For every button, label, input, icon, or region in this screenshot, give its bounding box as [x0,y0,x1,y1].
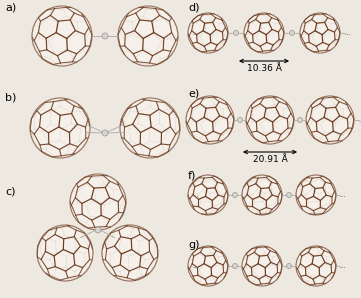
Circle shape [95,227,101,233]
Circle shape [234,30,239,35]
Circle shape [232,263,238,268]
Text: ...: ... [340,192,346,198]
Circle shape [232,193,238,198]
Circle shape [306,96,354,144]
Text: ...: ... [358,117,361,123]
Circle shape [238,117,243,122]
Text: ...: ... [193,263,199,269]
Circle shape [242,175,282,215]
Text: f): f) [188,170,196,180]
Circle shape [37,225,93,281]
Circle shape [120,98,180,158]
Circle shape [32,6,92,66]
Text: ...: ... [340,263,346,269]
Text: ...: ... [345,30,351,36]
Circle shape [188,13,228,53]
Circle shape [287,193,291,198]
Text: ...: ... [193,117,199,123]
Circle shape [296,175,336,215]
Circle shape [296,246,336,286]
Text: a): a) [5,3,16,13]
Text: 20.91 Å: 20.91 Å [253,155,287,164]
Circle shape [188,175,228,215]
Circle shape [30,98,90,158]
Text: 10.36 Å: 10.36 Å [247,64,282,73]
Circle shape [70,174,126,230]
Circle shape [287,263,291,268]
Text: ...: ... [193,192,199,198]
Circle shape [290,30,295,35]
Circle shape [186,96,234,144]
Circle shape [242,246,282,286]
Circle shape [246,96,294,144]
Text: g): g) [188,240,200,250]
Circle shape [102,33,108,39]
Text: ...: ... [193,30,199,36]
Circle shape [102,225,158,281]
Circle shape [102,130,108,136]
Text: e): e) [188,88,199,98]
Circle shape [300,13,340,53]
Text: b): b) [5,93,16,103]
Text: d): d) [188,3,200,13]
Circle shape [118,6,178,66]
Circle shape [297,117,303,122]
Circle shape [244,13,284,53]
Circle shape [188,246,228,286]
Text: c): c) [5,186,16,196]
